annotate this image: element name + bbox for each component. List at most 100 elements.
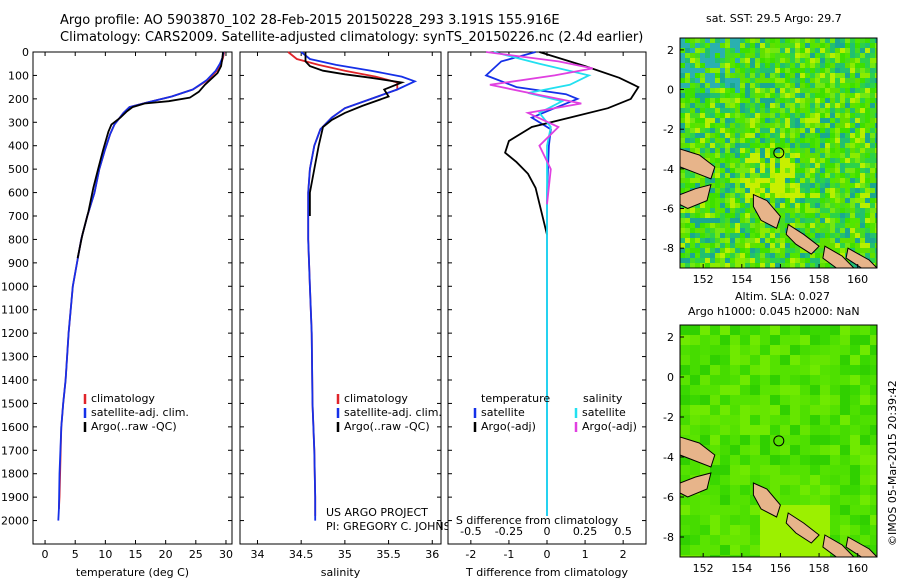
temp-xtick-label: 15 <box>129 548 143 561</box>
temp-ytick-label: 100 <box>8 69 29 82</box>
diff-s-tick-label: 0.25 <box>573 525 598 538</box>
temp-ytick-label: 800 <box>8 233 29 246</box>
sla-map-frame <box>679 324 878 558</box>
diff-t-tick-label: 2 <box>620 548 627 561</box>
sst-ytick-label: -8 <box>663 242 674 255</box>
sla-ytick-label: -2 <box>663 411 674 424</box>
sla-xtick-label: 158 <box>809 562 830 575</box>
salinity-panel <box>239 51 442 545</box>
temp-ytick-label: 500 <box>8 163 29 176</box>
diff-s-tick-label: 0.5 <box>614 525 632 538</box>
diff-t-legend-label: Argo(-adj) <box>481 420 536 433</box>
sla-land-3 <box>785 512 820 544</box>
diff-legend-heading-s: salinity <box>583 392 623 405</box>
temp-ytick-label: 1000 <box>1 280 29 293</box>
sla-panel-title-2: Argo h1000: 0.045 h2000: NaN <box>688 305 860 318</box>
diff-s-xlabel: S difference from climatology <box>456 514 619 527</box>
sst-xtick-label: 154 <box>731 273 752 286</box>
temp-ytick-label: 300 <box>8 116 29 129</box>
sst-ytick-label: -2 <box>663 123 674 136</box>
temp-ytick-label: 0 <box>22 46 29 59</box>
sla-land-1 <box>680 472 712 498</box>
sla-ytick-label: 2 <box>667 331 674 344</box>
temperature-panel <box>32 51 233 545</box>
project-note-line2: PI: GREGORY C. JOHNSON <box>326 520 467 533</box>
sla-xtick-label: 160 <box>847 562 868 575</box>
sst-ytick-label: -6 <box>663 203 674 216</box>
temp-series-1 <box>57 51 225 521</box>
diff-t-xlabel: T difference from climatology <box>465 566 628 579</box>
sst-land-4 <box>822 245 855 268</box>
temp-ytick-label: 1200 <box>1 327 29 340</box>
sla-xtick-label: 154 <box>731 562 752 575</box>
sla-ytick-label: 0 <box>667 371 674 384</box>
diff-t-tick-label: -1 <box>503 548 514 561</box>
diff-t-legend-label: satellite <box>481 406 525 419</box>
sst-xtick-label: 152 <box>693 273 714 286</box>
diff-legend-heading-t: temperature <box>481 392 550 405</box>
sla-land-5 <box>845 536 877 557</box>
sst-land-3 <box>785 223 820 255</box>
temp-ytick-label: 1400 <box>1 374 29 387</box>
sal-xtick-label: 35.5 <box>376 548 401 561</box>
diff-s-tick-label: -0.25 <box>495 525 523 538</box>
temp-series-2 <box>76 51 224 259</box>
temp-ytick-label: 1100 <box>1 304 29 317</box>
sal-legend-label: Argo(..raw -QC) <box>344 420 430 433</box>
sst-xtick-label: 160 <box>847 273 868 286</box>
temp-ytick-label: 1600 <box>1 421 29 434</box>
diff-series-1 <box>504 51 640 235</box>
sla-ytick-label: -8 <box>663 531 674 544</box>
diff-series-3 <box>485 51 593 205</box>
temp-xtick-label: 0 <box>42 548 49 561</box>
sst-land-0 <box>680 148 716 180</box>
temp-xtick-label: 5 <box>72 548 79 561</box>
sal-legend-label: satellite-adj. clim. <box>344 406 442 419</box>
temp-ytick-label: 1800 <box>1 468 29 481</box>
temp-xtick-label: 10 <box>98 548 112 561</box>
sla-ytick-label: -6 <box>663 491 674 504</box>
temp-ytick-label: 600 <box>8 187 29 200</box>
temp-ytick-label: 900 <box>8 257 29 270</box>
temp-ytick-label: 700 <box>8 210 29 223</box>
sst-xtick-label: 156 <box>770 273 791 286</box>
temp-ytick-label: 1900 <box>1 491 29 504</box>
sal-xtick-label: 35 <box>338 548 352 561</box>
diff-t-tick-label: 0 <box>544 548 551 561</box>
salinity-xlabel: salinity <box>321 566 361 579</box>
sst-ytick-label: 0 <box>667 84 674 97</box>
sal-series-2 <box>304 52 406 216</box>
figure-title-line2: Climatology: CARS2009. Satellite-adjuste… <box>60 30 644 45</box>
temp-ytick-label: 200 <box>8 93 29 106</box>
diff-t-tick-label: 1 <box>582 548 589 561</box>
sla-argo-marker <box>773 435 785 447</box>
sst-map-field <box>680 38 877 268</box>
temp-legend-label: climatology <box>91 392 155 405</box>
sla-xtick-label: 156 <box>770 562 791 575</box>
sla-land-0 <box>680 436 716 468</box>
sal-legend-label: climatology <box>344 392 408 405</box>
sst-xtick-label: 158 <box>809 273 830 286</box>
project-note-line1: US ARGO PROJECT <box>326 506 428 519</box>
sst-panel-title: sat. SST: 29.5 Argo: 29.7 <box>706 12 842 25</box>
sst-ytick-label: 2 <box>667 44 674 57</box>
temp-xtick-label: 20 <box>159 548 173 561</box>
temp-ytick-label: 1500 <box>1 397 29 410</box>
temp-xtick-label: 25 <box>189 548 203 561</box>
sla-xtick-label: 152 <box>693 562 714 575</box>
sst-land-2 <box>752 193 781 230</box>
sst-argo-marker <box>773 147 785 159</box>
sla-land-4 <box>822 534 855 557</box>
sal-xtick-label: 34.5 <box>289 548 314 561</box>
sst-map-frame <box>679 37 878 269</box>
sal-series-1 <box>300 51 418 521</box>
sst-land-1 <box>680 184 712 210</box>
temp-legend-label: Argo(..raw -QC) <box>91 420 177 433</box>
temp-xtick-label: 30 <box>219 548 233 561</box>
sla-panel-title-1: Altim. SLA: 0.027 <box>735 290 831 303</box>
temperature-xlabel: temperature (deg C) <box>76 566 189 579</box>
figure-title-line1: Argo profile: AO 5903870_102 28-Feb-2015… <box>60 13 560 28</box>
sst-ytick-label: -4 <box>663 163 674 176</box>
diff-t-tick-label: -2 <box>465 548 476 561</box>
